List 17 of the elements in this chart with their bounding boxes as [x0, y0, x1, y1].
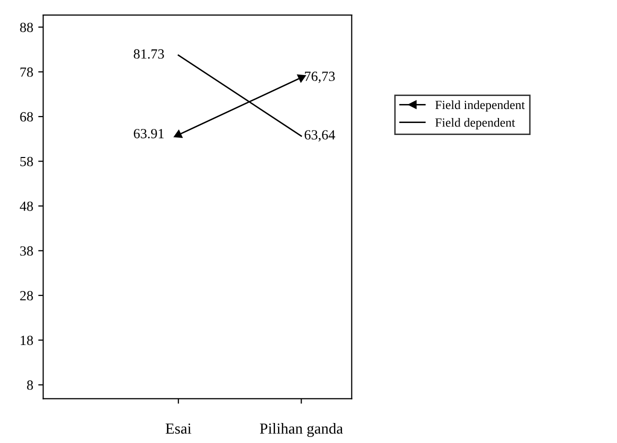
y-tick-label: 88 — [20, 22, 33, 32]
data-label: 76,73 — [304, 72, 335, 83]
y-tick-label: 48 — [20, 202, 33, 211]
y-tick-label: 28 — [20, 290, 33, 300]
y-tick-label: 8 — [27, 380, 33, 390]
y-tick-label: 18 — [20, 336, 33, 346]
y-tick-label: 58 — [20, 156, 33, 166]
legend-label: Field independent — [435, 100, 525, 112]
x-tick-label: Pilihan ganda — [260, 423, 343, 437]
y-tick-label: 68 — [20, 112, 33, 122]
x-tick-label: Esai — [166, 423, 192, 434]
data-label: 81.73 — [134, 49, 164, 59]
data-label: 63,64 — [304, 130, 336, 142]
data-label: 63.91 — [134, 128, 164, 138]
legend-label: Field dependent — [435, 118, 516, 130]
y-tick-label: 78 — [20, 67, 33, 77]
y-tick-label: 38 — [20, 246, 33, 256]
